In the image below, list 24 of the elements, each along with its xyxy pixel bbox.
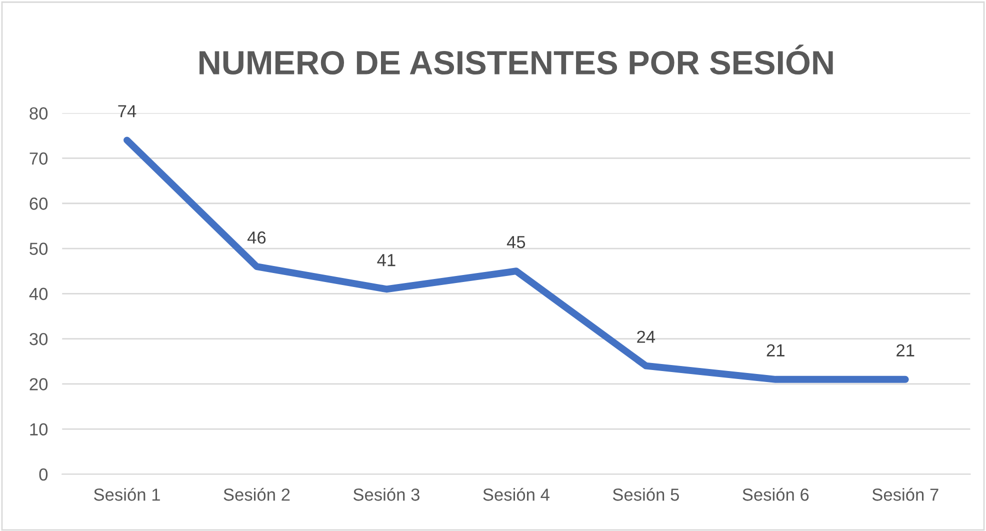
data-label: 74 <box>118 105 136 118</box>
y-tick-label: 50 <box>30 242 48 255</box>
y-tick-label: 30 <box>30 332 48 346</box>
y-tick-label: 20 <box>30 378 48 390</box>
x-tick-label: Sesión 1 <box>94 488 160 501</box>
chart-title: NUMERO DE ASISTENTES POR SESIÓN <box>200 44 833 75</box>
x-tick-label: Sesión 7 <box>872 488 938 501</box>
data-label: 46 <box>247 231 266 244</box>
data-label: 21 <box>896 344 914 356</box>
y-tick-label: 60 <box>30 198 48 210</box>
x-tick-label: Sesión 4 <box>483 488 550 501</box>
y-tick-label: 40 <box>29 288 48 300</box>
x-tick-label: Sesión 6 <box>742 488 809 501</box>
x-tick-label: Sesión 3 <box>353 488 420 501</box>
data-label: 24 <box>637 330 656 343</box>
data-label: 45 <box>506 236 526 248</box>
y-tick-label: 80 <box>30 107 48 120</box>
data-label: 21 <box>766 344 784 356</box>
data-label: 41 <box>377 254 396 266</box>
x-tick-label: Sesión 2 <box>224 488 290 501</box>
x-tick-label: Sesión 5 <box>612 488 679 501</box>
y-tick-label: 0 <box>39 468 48 481</box>
y-tick-label: 10 <box>30 423 48 436</box>
y-tick-label: 70 <box>30 152 48 165</box>
